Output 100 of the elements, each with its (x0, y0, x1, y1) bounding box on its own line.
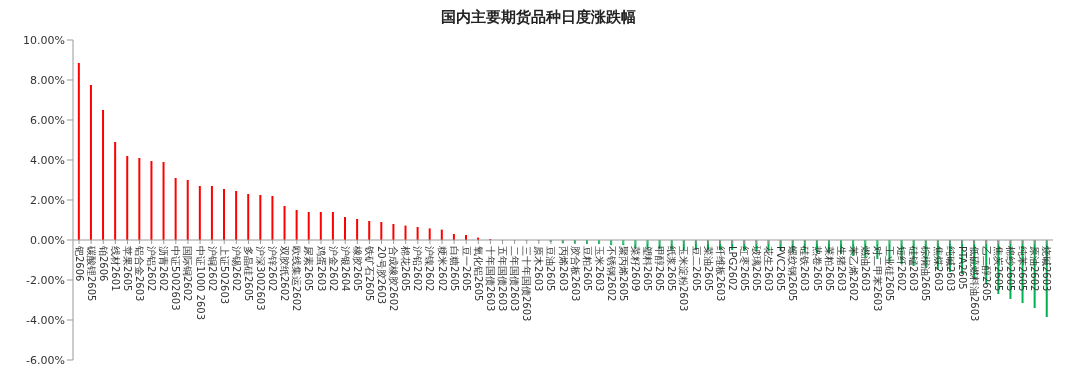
bar (210, 186, 213, 240)
x-tick-label: 低硫燃料油2603 (968, 246, 980, 322)
bar (162, 162, 165, 240)
x-tick-label: 粳米2602 (436, 246, 448, 292)
bar (198, 186, 201, 240)
x-tick-label: 沪铜2602 (206, 246, 218, 292)
x-tick-label: 对二甲苯2603 (872, 246, 884, 312)
x-tick-label: 沪锡2602 (230, 246, 242, 292)
x-tick-label: 铝合金2603 (134, 245, 146, 302)
x-tick-label: 豆一2605 (460, 246, 472, 292)
x-tick-label: 塑料2605 (642, 246, 654, 292)
y-tick-label: -6.00% (26, 353, 65, 367)
bar (89, 85, 92, 240)
x-tick-label: 硅锰2603 (908, 245, 920, 292)
x-tick-label: 铁矿石2605 (363, 245, 375, 302)
x-tick-label: 十年国债2603 (484, 246, 496, 312)
x-tick-label: 纸浆2605 (666, 246, 678, 292)
x-tick-label: 豆粕2605 (581, 246, 593, 292)
x-tick-label: 二年国债2603 (509, 246, 521, 312)
x-tick-label: 三十年国债2603 (521, 246, 533, 322)
x-tick-label: 沪金2602 (327, 246, 339, 292)
x-tick-label: 纯碱2603 (944, 246, 956, 292)
x-tick-label: 沪铅2602 (412, 246, 424, 292)
x-tick-label: 原油2602 (1029, 246, 1041, 292)
x-tick-label: 五年国债2603 (497, 246, 509, 312)
x-tick-label: 钯2606 (73, 245, 85, 282)
x-tick-label: 玉米淀粉2603 (678, 246, 690, 312)
x-tick-label: 花生2603 (763, 246, 775, 292)
bar (283, 206, 286, 240)
x-tick-label: 豆二2605 (690, 246, 702, 292)
x-tick-label: 棕榈油2605 (920, 246, 932, 302)
bar (77, 63, 80, 240)
x-tick-label: 硅铁2603 (799, 245, 811, 292)
x-tick-label: 沪深3002603 (255, 246, 267, 311)
x-tick-label: PTA2605 (956, 246, 968, 290)
bar (428, 228, 431, 240)
x-tick-label: 生猪2603 (835, 246, 847, 292)
x-tick-label: 乙二醇2605 (980, 246, 992, 302)
bar (186, 180, 189, 240)
bar (319, 212, 322, 240)
x-tick-label: 国际铜2602 (182, 246, 194, 302)
x-tick-label: 碳酸锂2605 (85, 245, 97, 302)
chart-title: 国内主要期货品种日度涨跌幅 (439, 8, 637, 28)
x-tick-label: 丙烯2603 (557, 246, 569, 292)
y-tick-label: 4.00% (30, 153, 65, 167)
bar (295, 210, 298, 240)
x-tick-label: 纤维板2603 (714, 246, 726, 302)
x-tick-label: 苹果2605 (121, 246, 133, 292)
x-tick-label: 中证5002603 (170, 246, 182, 311)
bar (271, 196, 274, 240)
bar (380, 222, 383, 240)
y-tick-label: 10.00% (23, 33, 65, 47)
bar (138, 158, 141, 240)
x-tick-label: LPG2602 (726, 246, 738, 291)
x-tick-label: 纯苯2605 (1017, 246, 1029, 292)
x-tick-label: 焦煤2603 (932, 246, 944, 292)
x-tick-label: 双胶纸2602 (279, 246, 291, 302)
x-tick-label: 沪镍2602 (424, 246, 436, 292)
x-tick-label: 合成橡胶2602 (388, 246, 400, 312)
y-tick-label: 2.00% (30, 193, 65, 207)
x-tick-label: 烧碱2603 (1041, 246, 1053, 292)
bar (368, 221, 371, 240)
bar (307, 212, 310, 240)
bar (416, 227, 419, 240)
x-tick-label: 苯乙烯2602 (847, 246, 859, 302)
bar (392, 224, 395, 240)
x-tick-label: 豆油2605 (545, 246, 557, 292)
bar (150, 161, 153, 240)
x-tick-label: 线材2601 (109, 246, 121, 292)
y-tick-label: 8.00% (30, 73, 65, 87)
bar (331, 212, 334, 240)
y-tick-label: -2.00% (26, 273, 65, 287)
x-tick-label: 玉米2603 (593, 246, 605, 292)
x-tick-label: 原木2603 (533, 246, 545, 292)
x-tick-label: 菜油2605 (702, 246, 714, 292)
x-tick-label: 白糖2605 (448, 246, 460, 292)
x-tick-label: 橡胶2605 (351, 246, 363, 292)
x-tick-label: 玻璃2605 (751, 246, 763, 292)
bar (114, 142, 117, 240)
bar (235, 191, 238, 240)
bar (174, 178, 177, 240)
x-tick-label: 上证502603 (218, 246, 230, 305)
bar (356, 219, 359, 240)
x-tick-label: 棉纱2605 (1005, 246, 1017, 292)
x-tick-label: 菜粕2605 (823, 246, 835, 292)
y-tick-label: 0.00% (30, 233, 65, 247)
x-tick-label: 沥青2602 (158, 246, 170, 292)
x-tick-label: 工业硅2605 (884, 246, 896, 302)
bar (404, 225, 407, 240)
y-tick-label: 6.00% (30, 113, 65, 127)
bar (259, 195, 262, 240)
bar (102, 110, 105, 240)
y-tick-label: -4.00% (26, 313, 65, 327)
x-tick-label: PVC2605 (775, 246, 787, 292)
x-tick-label: 沪锌2602 (267, 246, 279, 292)
x-tick-label: 热卷2605 (811, 246, 823, 292)
x-tick-label: 聚丙烯2605 (617, 246, 629, 302)
x-tick-label: 多晶硅2605 (242, 246, 254, 302)
bar (247, 194, 250, 240)
x-tick-label: 螺纹钢2605 (787, 246, 799, 302)
